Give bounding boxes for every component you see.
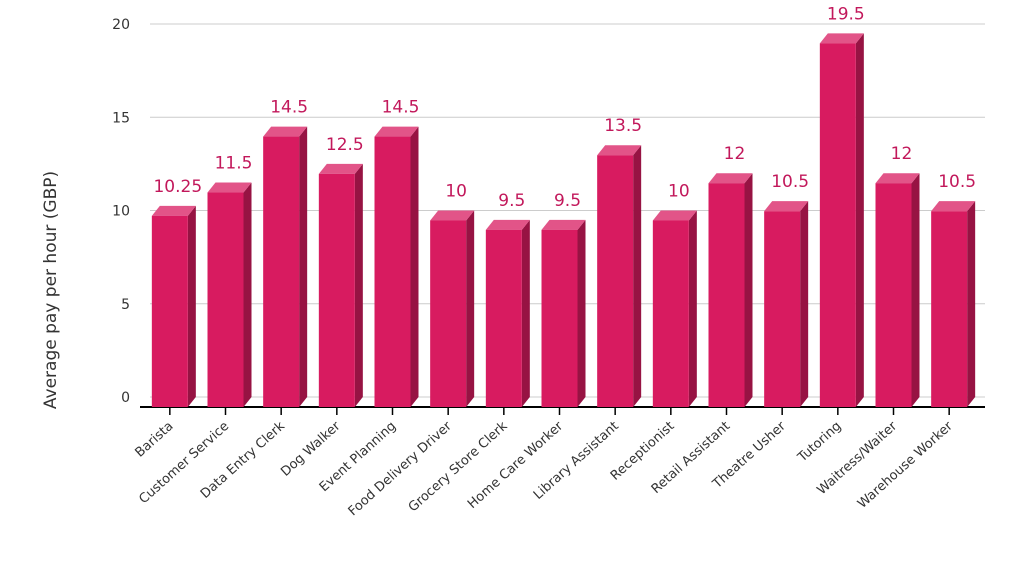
bar-group xyxy=(875,173,920,407)
bar-top xyxy=(652,210,697,221)
value-label: 19.5 xyxy=(827,4,865,24)
bar-side xyxy=(187,205,196,407)
bar-top xyxy=(541,219,586,230)
value-label: 9.5 xyxy=(554,191,581,211)
bar xyxy=(652,220,689,407)
bar-group xyxy=(819,33,864,407)
value-label: 10.5 xyxy=(771,172,809,192)
value-label: 14.5 xyxy=(270,98,308,118)
value-label: 12.5 xyxy=(326,135,364,155)
bar-group xyxy=(597,145,642,407)
bar-side xyxy=(577,219,586,407)
bar xyxy=(875,183,912,407)
bar xyxy=(485,229,522,407)
bar-group xyxy=(430,210,475,407)
bar-group xyxy=(318,163,363,407)
bar-side xyxy=(967,201,976,407)
bar xyxy=(263,136,300,407)
y-axis-label: Average pay per hour (GBP) xyxy=(41,171,61,409)
bar-top xyxy=(875,173,920,184)
bar-top xyxy=(263,126,308,137)
x-tick-label: Grocery Store Clerk xyxy=(406,419,511,516)
bar-top xyxy=(708,173,753,184)
bar-top xyxy=(151,205,196,216)
bar-group xyxy=(151,205,196,407)
y-tick-label: 10 xyxy=(112,204,130,220)
bar-top xyxy=(430,210,475,221)
x-tick-label: Tutoring xyxy=(795,419,845,466)
bar xyxy=(764,211,801,407)
bar-side xyxy=(744,173,753,407)
bar-side xyxy=(521,219,530,407)
bar-group xyxy=(485,219,530,407)
bar-side xyxy=(911,173,920,407)
bar xyxy=(931,211,968,407)
value-label: 11.5 xyxy=(215,154,253,174)
bar xyxy=(708,183,745,407)
bar-group xyxy=(207,182,252,407)
bar-top xyxy=(819,33,864,44)
y-tick-label: 5 xyxy=(121,297,130,313)
bar xyxy=(151,215,188,407)
value-label: 14.5 xyxy=(382,98,420,118)
value-label: 10.5 xyxy=(938,172,976,192)
y-tick-label: 20 xyxy=(112,17,130,33)
value-label: 10.25 xyxy=(153,177,202,197)
bar-group xyxy=(541,219,586,407)
y-tick-label: 15 xyxy=(112,110,130,126)
bar xyxy=(541,229,578,407)
value-label: 10 xyxy=(668,182,690,202)
bar-top xyxy=(318,163,363,174)
bar-group xyxy=(374,126,419,407)
bar xyxy=(207,192,244,407)
bar-group xyxy=(652,210,697,407)
bar-group xyxy=(708,173,753,407)
bar-side xyxy=(410,126,419,407)
bar xyxy=(430,220,467,407)
x-tick-label: Warehouse Worker xyxy=(855,418,956,511)
bar-top xyxy=(764,201,809,212)
value-label: 12 xyxy=(891,144,913,164)
bar-side xyxy=(299,126,308,407)
bar-side xyxy=(688,210,697,407)
x-tick-label: Barista xyxy=(133,419,177,461)
bar xyxy=(819,43,856,407)
bar-top xyxy=(374,126,419,137)
bar-side xyxy=(466,210,475,407)
bar-top xyxy=(485,219,530,230)
bar-side xyxy=(633,145,642,407)
bar-top xyxy=(597,145,642,156)
bar xyxy=(318,173,355,407)
bar-top xyxy=(931,201,976,212)
x-tick-label: Food Delivery Driver xyxy=(346,418,456,519)
bar-side xyxy=(243,182,252,407)
y-tick-label: 0 xyxy=(121,390,130,406)
bar xyxy=(374,136,411,407)
bar-group xyxy=(931,201,976,407)
bar-side xyxy=(800,201,809,407)
bar-side xyxy=(855,33,864,407)
bar-side xyxy=(354,163,363,407)
value-label: 13.5 xyxy=(604,116,642,136)
bar xyxy=(597,155,634,407)
value-label: 10 xyxy=(445,182,467,202)
value-label: 9.5 xyxy=(498,191,525,211)
bar-group xyxy=(764,201,809,407)
bar-top xyxy=(207,182,252,193)
x-tick-label: Home Care Worker xyxy=(465,418,567,512)
value-label: 12 xyxy=(724,144,746,164)
bar-group xyxy=(263,126,308,407)
